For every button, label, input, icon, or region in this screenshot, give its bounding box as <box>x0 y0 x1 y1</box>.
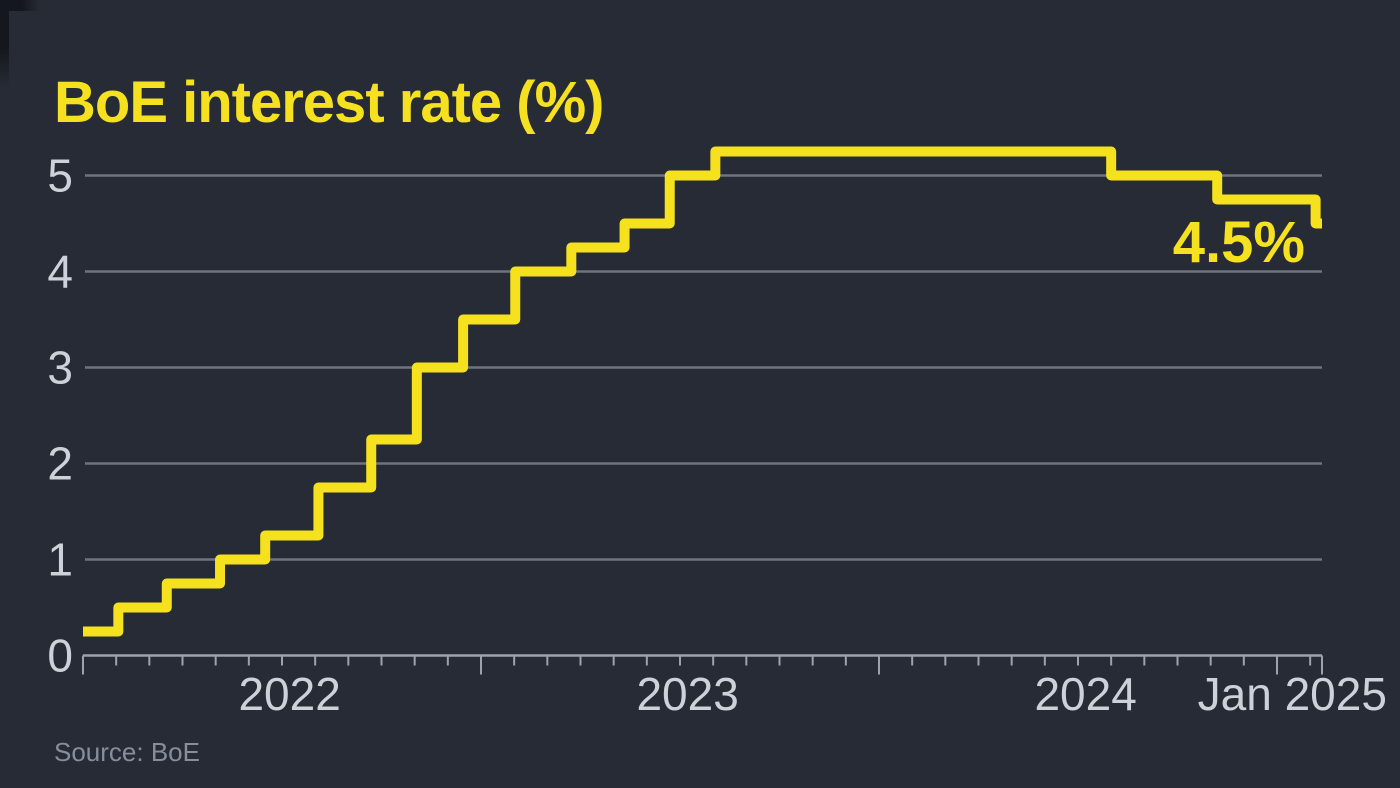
y-tick-label: 1 <box>47 534 73 586</box>
x-tick-label: 2024 <box>1034 668 1136 720</box>
y-axis-labels: 0 1 2 3 4 5 <box>47 150 73 682</box>
y-tick-label: 4 <box>47 246 73 298</box>
latest-rate-label: 4.5% <box>1173 210 1305 275</box>
source-note: Source: BoE <box>54 737 200 767</box>
y-tick-label: 0 <box>47 630 73 682</box>
screen-corner-artifact <box>0 0 40 11</box>
x-axis-group: 2022 2023 2024 Jan 2025 <box>82 654 1387 720</box>
y-tick-label: 2 <box>47 438 73 490</box>
gridlines-group <box>85 174 1322 561</box>
x-tick-label: 2022 <box>238 668 340 720</box>
chart-title: BoE interest rate (%) <box>54 69 604 135</box>
y-tick-label: 5 <box>47 150 73 202</box>
x-tick-label: Jan 2025 <box>1198 668 1387 720</box>
screen-corner-artifact <box>0 0 9 88</box>
y-tick-label: 3 <box>47 342 73 394</box>
x-tick-label: 2023 <box>636 668 738 720</box>
rate-step-line <box>83 146 1322 637</box>
